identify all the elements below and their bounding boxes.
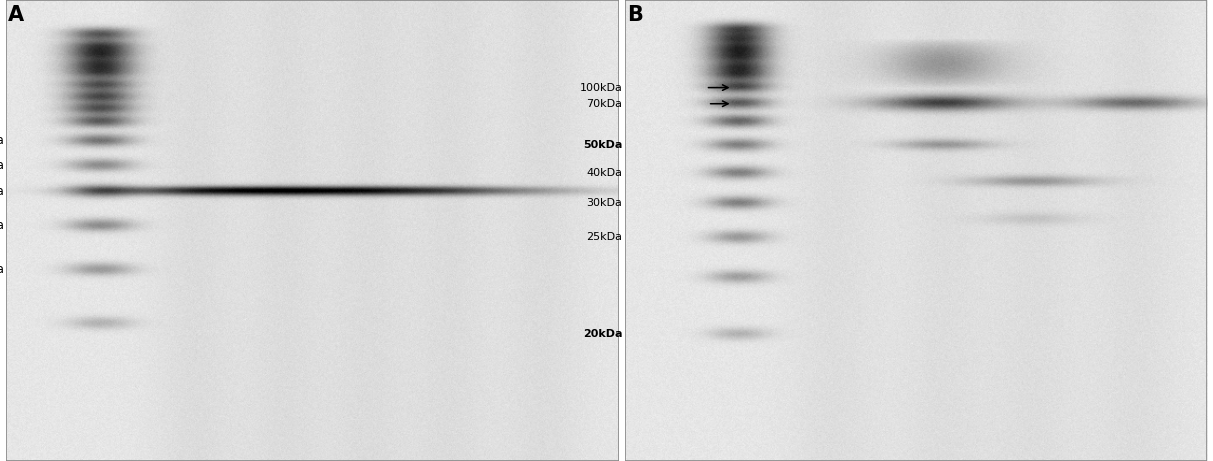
Text: A: A — [8, 6, 24, 25]
Text: B: B — [627, 6, 643, 25]
Text: 20 kDa: 20 kDa — [0, 263, 4, 276]
Text: 40 kDa: 40 kDa — [0, 160, 4, 172]
Text: 30kDa: 30kDa — [587, 198, 622, 208]
Text: 20kDa: 20kDa — [583, 329, 622, 339]
Text: 100kDa: 100kDa — [580, 83, 622, 93]
Text: 70kDa: 70kDa — [587, 99, 622, 109]
Text: 30 kDa: 30 kDa — [0, 185, 4, 198]
Text: 50kDa: 50kDa — [583, 140, 622, 150]
Text: 25 kDa: 25 kDa — [0, 219, 4, 232]
Text: 50 kDa: 50 kDa — [0, 134, 4, 147]
Text: 25kDa: 25kDa — [587, 232, 622, 242]
Text: 40kDa: 40kDa — [587, 168, 622, 178]
